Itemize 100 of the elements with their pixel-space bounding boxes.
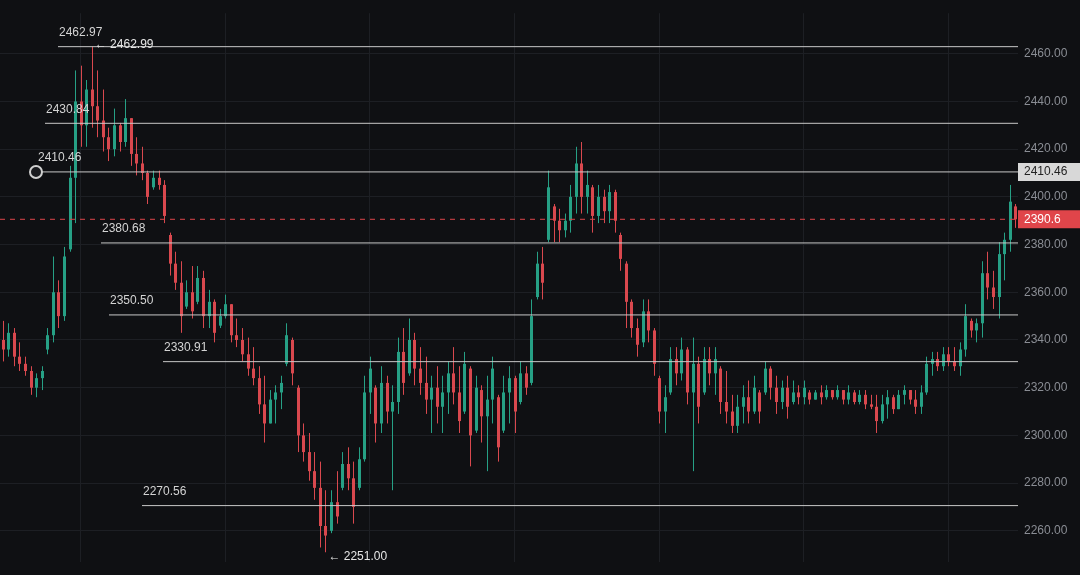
candlestick (119, 122, 122, 153)
candlestick (313, 451, 316, 501)
ref-line-label: 2330.91 (164, 339, 208, 354)
ref-line-label: 2380.68 (102, 221, 146, 236)
candlestick (430, 375, 433, 434)
candlestick (636, 318, 639, 358)
candlestick (274, 384, 277, 424)
candlestick (174, 251, 177, 291)
candlestick (914, 389, 917, 415)
candlestick (886, 389, 889, 420)
annotation: ← 2251.00 (328, 548, 388, 563)
candlestick (597, 184, 600, 224)
candlestick (731, 394, 734, 434)
y-tick-label: 2260.00 (1024, 523, 1068, 538)
candlestick (247, 337, 250, 377)
candlestick (135, 136, 138, 176)
ref-line-label: 2270.56 (143, 483, 187, 498)
candlestick (892, 394, 895, 415)
candlestick (775, 375, 778, 415)
ref-line-label: 2390.6 (1024, 211, 1062, 226)
candlestick (452, 346, 455, 405)
candlestick (564, 213, 567, 238)
candlestick (820, 384, 823, 405)
candlestick (903, 384, 906, 405)
candlestick (2, 320, 5, 362)
candlestick (196, 265, 199, 305)
candlestick (235, 318, 238, 348)
candlestick (46, 327, 49, 355)
y-tick-label: 2400.00 (1024, 189, 1068, 204)
candlestick (586, 170, 589, 215)
candlestick (124, 98, 127, 148)
candlestick (970, 318, 973, 339)
candlestick (986, 251, 989, 300)
ref-line-label: 2410.46 (1024, 164, 1068, 179)
candlestick (569, 184, 572, 234)
candlestick (24, 356, 27, 377)
candlestick (280, 375, 283, 410)
candlestick (525, 365, 528, 396)
candlestick (447, 360, 450, 415)
candlestick (541, 246, 544, 300)
candlestick (742, 384, 745, 424)
candlestick (864, 389, 867, 410)
candlestick (96, 69, 99, 138)
candlestick (753, 375, 756, 415)
candlestick (7, 322, 10, 358)
candlestick (341, 451, 344, 491)
candlestick (708, 346, 711, 386)
candlestick (486, 375, 489, 472)
ref-line-label: 2462.97 (59, 24, 103, 39)
candlestick (736, 394, 739, 434)
candlestick (107, 127, 110, 162)
candlestick (185, 279, 188, 310)
candlestick (781, 380, 784, 410)
candlestick (792, 380, 795, 405)
candlestick (714, 346, 717, 396)
candlestick (441, 375, 444, 434)
candlestick (992, 270, 995, 310)
y-tick-label: 2320.00 (1024, 379, 1068, 394)
candlestick (13, 327, 16, 367)
candlestick (302, 422, 305, 463)
y-tick-label: 2340.00 (1024, 332, 1068, 347)
candlestick (664, 384, 667, 434)
candlestick (252, 346, 255, 386)
candlestick (219, 308, 222, 329)
candlestick (419, 346, 422, 396)
candlestick (675, 346, 678, 386)
y-tick-label: 2380.00 (1024, 236, 1068, 251)
candlestick (347, 446, 350, 491)
candlestick (764, 360, 767, 396)
candlestick (875, 394, 878, 434)
candlestick (436, 365, 439, 424)
candlestick (369, 356, 372, 415)
candlestick (336, 470, 339, 525)
candlestick (241, 327, 244, 362)
candlestick (18, 341, 21, 372)
candlestick (769, 365, 772, 401)
candlestick (113, 108, 116, 157)
candlestick (191, 265, 194, 320)
candlestick (41, 365, 44, 391)
candlestick (308, 432, 311, 482)
candlestick (947, 346, 950, 367)
candlestick (975, 318, 978, 343)
candlestick (725, 370, 728, 424)
y-tick-label: 2420.00 (1024, 141, 1068, 156)
candlestick (102, 89, 105, 153)
candlestick (680, 337, 683, 382)
candlestick (758, 389, 761, 424)
candlestick (803, 380, 806, 405)
candlestick (619, 232, 622, 272)
y-tick-label: 2360.00 (1024, 284, 1068, 299)
candlestick (942, 346, 945, 372)
candlestick (30, 365, 33, 396)
candlestick (324, 489, 327, 553)
candlestick (881, 394, 884, 424)
candlestick (959, 341, 962, 377)
y-tick-label: 2440.00 (1024, 93, 1068, 108)
candlestick (91, 46, 94, 129)
y-tick-label: 2280.00 (1024, 475, 1068, 490)
candlestick (391, 384, 394, 491)
candlestick (269, 389, 272, 424)
